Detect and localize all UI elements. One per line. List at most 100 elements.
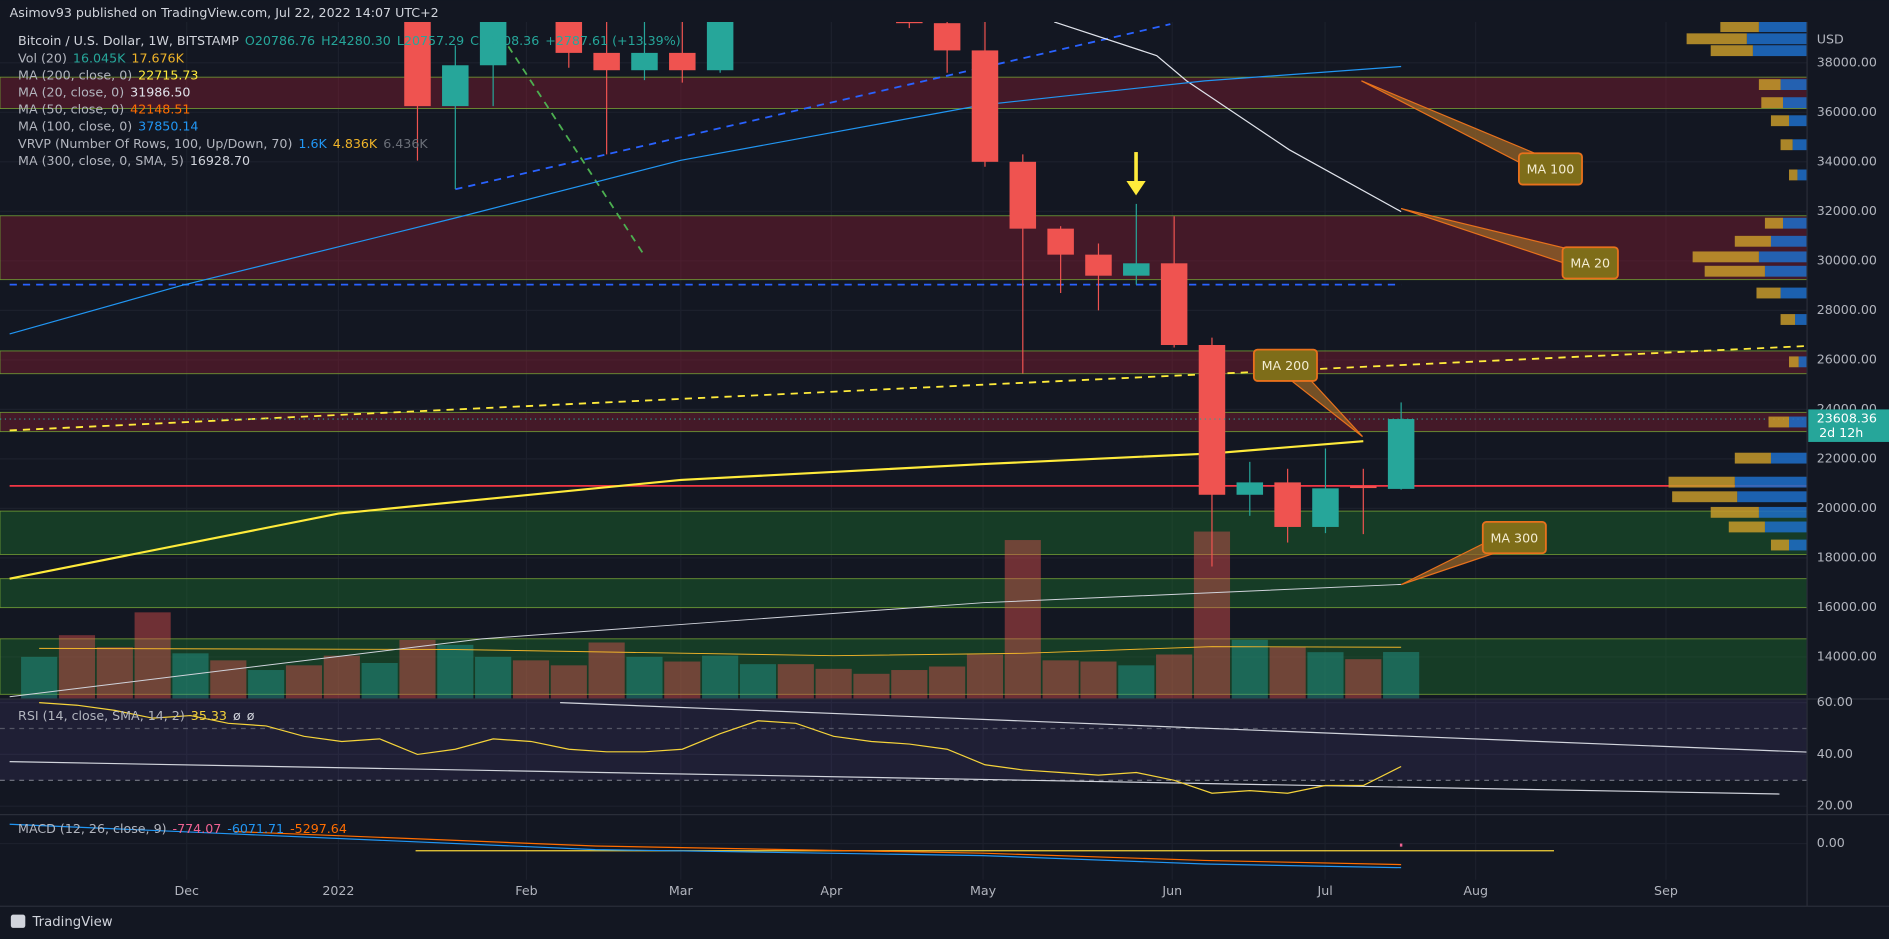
volume-bar [1269, 647, 1306, 699]
volume-bar [1383, 652, 1420, 699]
callout-text: MA 20 [1570, 256, 1610, 271]
trendline [9, 345, 1808, 432]
candle-body [1274, 482, 1301, 527]
vrvp-down [1789, 356, 1799, 368]
legend-name: MA (50, close, 0) [18, 101, 124, 116]
vrvp-down [1668, 476, 1735, 488]
ma-line [9, 65, 1402, 335]
grid [0, 21, 1808, 880]
vrvp-up [1789, 115, 1808, 127]
footer: TradingView [32, 915, 113, 930]
volume-bar [1231, 639, 1268, 699]
legend-readout: -774.07 [173, 821, 222, 836]
legend-entry: MA (300, close, 0, SMA, 5) 16928.70 [18, 152, 250, 167]
vrvp-down [1789, 169, 1798, 181]
legend: Bitcoin / U.S. Dollar, 1W, BITSTAMP O2078… [18, 33, 681, 836]
vrvp-up [1782, 217, 1808, 229]
candle-body [971, 50, 999, 162]
volume-bar [475, 656, 512, 699]
y-tick-label: 16000.00 [1817, 599, 1877, 614]
candle-body [933, 23, 961, 51]
legend-entry: MA (20, close, 0) 31986.50 [18, 84, 190, 99]
callout-text: MA 100 [1527, 162, 1575, 177]
volume-bar [361, 662, 398, 699]
trendline [560, 702, 1808, 753]
vrvp-up [1758, 251, 1808, 263]
vrvp-up [1780, 79, 1808, 90]
macd-pane [9, 823, 1554, 869]
trendline [9, 761, 1780, 795]
ma-line [1054, 21, 1402, 213]
x-tick-label: Jul [1316, 883, 1332, 898]
x-tick-label: Dec [174, 883, 198, 898]
volume-bar [285, 665, 323, 699]
vrvp-down [1780, 139, 1793, 151]
candle-body [479, 21, 507, 66]
vrvp-up [1797, 169, 1808, 181]
candle-body [593, 52, 620, 71]
candle-body [1312, 488, 1339, 527]
legend-entry: Bitcoin / U.S. Dollar, 1W, BITSTAMP O2078… [18, 33, 681, 48]
vrvp-down [1704, 265, 1765, 277]
vrvp-down [1770, 539, 1790, 551]
indicator-line [39, 702, 1402, 794]
y-tick-label: 20.00 [1817, 798, 1853, 813]
rsi-pane [0, 698, 1808, 795]
vrvp-up [1764, 521, 1808, 533]
volume-bar [1345, 659, 1382, 699]
logo: TradingView [10, 914, 113, 930]
zone [0, 578, 1808, 609]
arrow-head [1126, 180, 1146, 196]
candle-body [442, 65, 469, 107]
y-tick-label: 36000.00 [1817, 104, 1877, 119]
volume-bar [1156, 654, 1193, 699]
x-tick-label: Feb [515, 883, 537, 898]
vrvp-up [1792, 139, 1808, 151]
candle-body [1350, 486, 1377, 489]
vrvp-up [1746, 33, 1808, 45]
volume-bar [777, 664, 814, 699]
vrvp-down [1764, 217, 1783, 229]
histogram-bar [1399, 843, 1403, 847]
vrvp-up [1758, 506, 1808, 518]
legend-name: MA (20, close, 0) [18, 84, 124, 99]
overlay: MA 100 MA 20 MA 200 MA 300 [1126, 80, 1619, 586]
volume-bar [626, 656, 663, 699]
vrvp-up [1789, 539, 1808, 551]
zone [0, 411, 1808, 433]
volume-bar [702, 655, 739, 699]
volume-bar [210, 660, 247, 699]
legend-readout: 37850.14 [138, 118, 198, 133]
legend-readout: -5297.64 [290, 821, 347, 836]
y-tick-label: 38000.00 [1817, 54, 1877, 69]
legend-readout: 6.436K [383, 135, 428, 150]
vrvp-down [1770, 115, 1790, 127]
candle-body [404, 21, 431, 107]
legend-entry: MA (200, close, 0) 22715.73 [18, 67, 198, 82]
volume-bar [1042, 660, 1079, 699]
candle-body [1123, 263, 1150, 276]
volume-bar [815, 668, 852, 699]
vrvp-down [1710, 506, 1759, 518]
legend-readout: 17.676K [131, 50, 184, 65]
callout-text: MA 300 [1491, 530, 1539, 545]
zone [0, 638, 1808, 695]
candle-body [1085, 254, 1112, 276]
logo-icon [10, 914, 26, 928]
vrvp-down [1672, 491, 1738, 503]
volume-bar [966, 654, 1004, 699]
vrvp-down [1734, 235, 1771, 247]
vrvp-up [1789, 416, 1808, 428]
vrvp-down [1768, 416, 1790, 428]
x-tick-label: Sep [1654, 883, 1678, 898]
currency: USD [1817, 32, 1844, 47]
candle-body [706, 21, 734, 71]
vrvp-down [1761, 97, 1783, 109]
legend-readout: C23608.36 [470, 33, 539, 48]
vrvp-up [1764, 265, 1808, 277]
zone [0, 350, 1808, 375]
legend-name: Vol (20) [18, 50, 67, 65]
vrvp-down [1720, 21, 1759, 33]
volume-bar [588, 642, 625, 699]
legend-readout: 35.33 [191, 707, 227, 722]
